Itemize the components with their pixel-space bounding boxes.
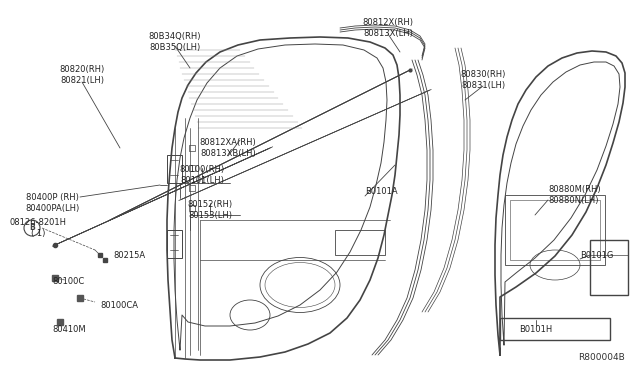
Bar <box>189 185 195 191</box>
Bar <box>189 165 195 171</box>
Text: 80400P (RH)
80400PA(LH): 80400P (RH) 80400PA(LH) <box>25 193 79 213</box>
Bar <box>590 240 628 295</box>
Text: 80100(RH)
80101(LH): 80100(RH) 80101(LH) <box>179 165 225 185</box>
Text: 80B34Q(RH)
80B35Q(LH): 80B34Q(RH) 80B35Q(LH) <box>148 32 201 52</box>
Bar <box>189 205 195 211</box>
Text: B: B <box>29 224 35 232</box>
Text: 80100C: 80100C <box>52 278 84 286</box>
Bar <box>500 318 610 340</box>
Bar <box>505 195 605 265</box>
Bar <box>189 145 195 151</box>
Text: 80880M(RH)
80880N(LH): 80880M(RH) 80880N(LH) <box>548 185 600 205</box>
Text: 80152(RH)
80153(LH): 80152(RH) 80153(LH) <box>188 200 232 220</box>
Bar <box>167 155 182 183</box>
Text: 80820(RH)
80821(LH): 80820(RH) 80821(LH) <box>60 65 104 85</box>
Bar <box>335 230 385 255</box>
Text: 80215A: 80215A <box>113 251 145 260</box>
Text: 08126-8201H
( 1): 08126-8201H ( 1) <box>10 218 67 238</box>
Text: R800004B: R800004B <box>579 353 625 362</box>
Text: 80830(RH)
80831(LH): 80830(RH) 80831(LH) <box>460 70 506 90</box>
Text: B0101H: B0101H <box>520 326 552 334</box>
Bar <box>510 200 600 260</box>
Text: 80100CA: 80100CA <box>100 301 138 311</box>
Text: 80812X(RH)
80813X(LH): 80812X(RH) 80813X(LH) <box>362 18 413 38</box>
Bar <box>167 230 182 258</box>
Text: B0101G: B0101G <box>580 250 613 260</box>
Text: 80410M: 80410M <box>52 326 86 334</box>
Text: 80812XA(RH)
80813XB(LH): 80812XA(RH) 80813XB(LH) <box>200 138 257 158</box>
Text: B0101A: B0101A <box>365 187 397 196</box>
